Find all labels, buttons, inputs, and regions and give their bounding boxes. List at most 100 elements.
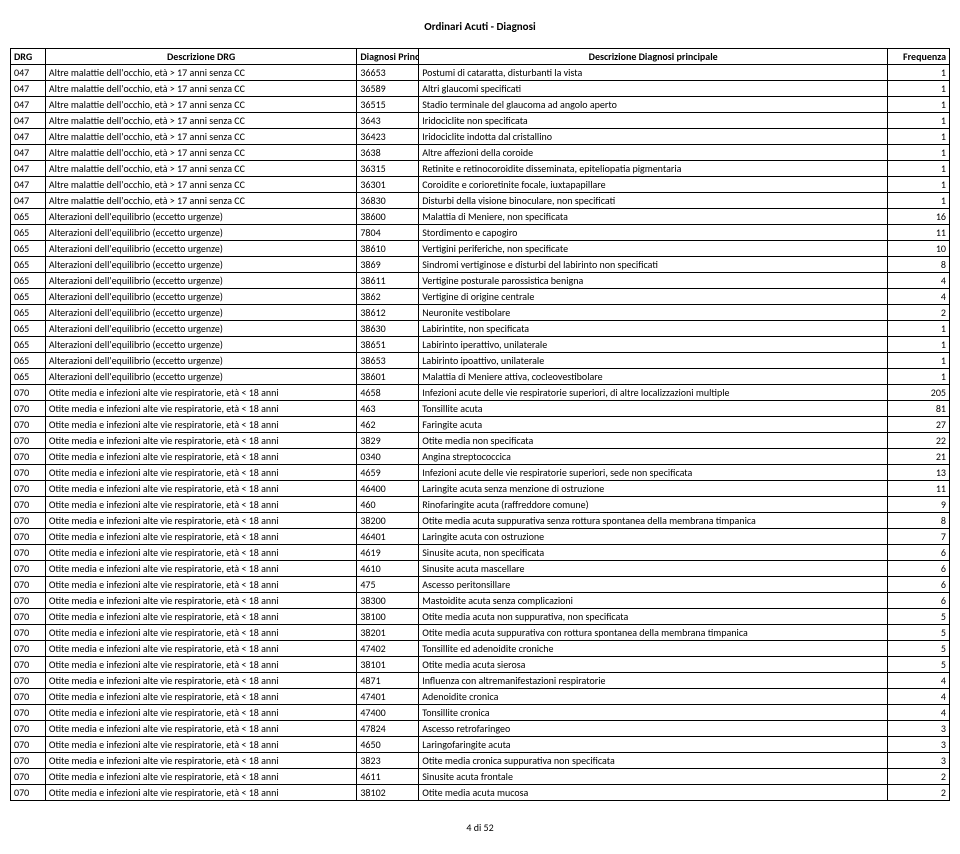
table-cell: Influenza con altremanifestazioni respir…	[419, 673, 888, 689]
table-cell: Otite media non specificata	[419, 433, 888, 449]
table-row: 070Otite media e infezioni alte vie resp…	[11, 481, 950, 497]
table-cell: Sindromi vertiginose e disturbi del labi…	[419, 257, 888, 273]
table-cell: 4	[888, 273, 950, 289]
table-cell: Altre malattie dell'occhio, età > 17 ann…	[45, 129, 357, 145]
table-cell: Otite media e infezioni alte vie respira…	[45, 449, 357, 465]
table-cell: Otite media e infezioni alte vie respira…	[45, 785, 357, 801]
table-cell: 36315	[357, 161, 419, 177]
table-cell: 070	[11, 385, 46, 401]
table-cell: 16	[888, 209, 950, 225]
table-cell: 1	[888, 145, 950, 161]
table-row: 070Otite media e infezioni alte vie resp…	[11, 401, 950, 417]
table-cell: 3	[888, 737, 950, 753]
table-cell: Otite media e infezioni alte vie respira…	[45, 657, 357, 673]
table-cell: Sinusite acuta frontale	[419, 769, 888, 785]
table-cell: 047	[11, 145, 46, 161]
table-cell: 11	[888, 481, 950, 497]
table-cell: 38100	[357, 609, 419, 625]
table-cell: 070	[11, 481, 46, 497]
table-cell: 38610	[357, 241, 419, 257]
header-desc-diag: Descrizione Diagnosi principale	[419, 49, 888, 65]
table-cell: 1	[888, 177, 950, 193]
table-cell: Ascesso peritonsillare	[419, 577, 888, 593]
table-row: 047Altre malattie dell'occhio, età > 17 …	[11, 65, 950, 81]
table-cell: 047	[11, 177, 46, 193]
table-cell: 3	[888, 753, 950, 769]
table-cell: 070	[11, 545, 46, 561]
table-cell: Tonsillite ed adenoidite croniche	[419, 641, 888, 657]
table-row: 070Otite media e infezioni alte vie resp…	[11, 465, 950, 481]
table-cell: Coroidite e corioretinite focale, iuxtap…	[419, 177, 888, 193]
table-cell: Alterazioni dell'equilibrio (eccetto urg…	[45, 353, 357, 369]
table-header: DRG Descrizione DRG Diagnosi Principale …	[11, 49, 950, 65]
table-cell: Otite media acuta suppurativa con rottur…	[419, 625, 888, 641]
table-row: 070Otite media e infezioni alte vie resp…	[11, 385, 950, 401]
table-cell: 070	[11, 753, 46, 769]
table-cell: Alterazioni dell'equilibrio (eccetto urg…	[45, 209, 357, 225]
table-cell: 1	[888, 353, 950, 369]
table-cell: 1	[888, 113, 950, 129]
table-cell: 065	[11, 321, 46, 337]
table-cell: 065	[11, 337, 46, 353]
table-cell: 38651	[357, 337, 419, 353]
table-cell: Otite media e infezioni alte vie respira…	[45, 497, 357, 513]
table-cell: 3	[888, 721, 950, 737]
table-cell: Otite media e infezioni alte vie respira…	[45, 545, 357, 561]
table-row: 065Alterazioni dell'equilibrio (eccetto …	[11, 209, 950, 225]
table-cell: 047	[11, 97, 46, 113]
table-cell: 1	[888, 161, 950, 177]
table-cell: Vertigini periferiche, non specificate	[419, 241, 888, 257]
table-cell: Otite media e infezioni alte vie respira…	[45, 529, 357, 545]
table-cell: 4611	[357, 769, 419, 785]
table-cell: Otite media cronica suppurativa non spec…	[419, 753, 888, 769]
header-diag: Diagnosi Principale	[357, 49, 419, 65]
table-cell: Sinusite acuta mascellare	[419, 561, 888, 577]
table-cell: 47401	[357, 689, 419, 705]
table-cell: Altre malattie dell'occhio, età > 17 ann…	[45, 161, 357, 177]
table-row: 047Altre malattie dell'occhio, età > 17 …	[11, 97, 950, 113]
table-cell: Otite media e infezioni alte vie respira…	[45, 673, 357, 689]
table-cell: 3869	[357, 257, 419, 273]
table-cell: Iridociclite indotta dal cristallino	[419, 129, 888, 145]
table-row: 070Otite media e infezioni alte vie resp…	[11, 561, 950, 577]
table-cell: Laringite acuta senza menzione di ostruz…	[419, 481, 888, 497]
table-cell: 9	[888, 497, 950, 513]
table-cell: Alterazioni dell'equilibrio (eccetto urg…	[45, 257, 357, 273]
table-cell: Otite media acuta sierosa	[419, 657, 888, 673]
table-cell: 070	[11, 513, 46, 529]
table-row: 070Otite media e infezioni alte vie resp…	[11, 673, 950, 689]
table-cell: 4658	[357, 385, 419, 401]
table-row: 070Otite media e infezioni alte vie resp…	[11, 545, 950, 561]
table-cell: 1	[888, 129, 950, 145]
table-cell: 047	[11, 193, 46, 209]
table-cell: 070	[11, 577, 46, 593]
table-row: 065Alterazioni dell'equilibrio (eccetto …	[11, 241, 950, 257]
table-cell: Alterazioni dell'equilibrio (eccetto urg…	[45, 289, 357, 305]
table-cell: 065	[11, 289, 46, 305]
table-cell: Laringite acuta con ostruzione	[419, 529, 888, 545]
table-cell: 070	[11, 641, 46, 657]
table-cell: 1	[888, 321, 950, 337]
table-cell: 38101	[357, 657, 419, 673]
table-cell: 070	[11, 737, 46, 753]
table-cell: 4	[888, 689, 950, 705]
table-cell: 38201	[357, 625, 419, 641]
table-cell: 38600	[357, 209, 419, 225]
table-cell: 36589	[357, 81, 419, 97]
table-cell: 4619	[357, 545, 419, 561]
table-row: 047Altre malattie dell'occhio, età > 17 …	[11, 177, 950, 193]
table-cell: Otite media e infezioni alte vie respira…	[45, 625, 357, 641]
table-cell: Disturbi della visione binoculare, non s…	[419, 193, 888, 209]
table-cell: Altre malattie dell'occhio, età > 17 ann…	[45, 65, 357, 81]
table-cell: 5	[888, 657, 950, 673]
table-row: 065Alterazioni dell'equilibrio (eccetto …	[11, 289, 950, 305]
table-cell: 460	[357, 497, 419, 513]
table-cell: 047	[11, 129, 46, 145]
table-cell: Labirinto ipoattivo, unilaterale	[419, 353, 888, 369]
table-cell: 6	[888, 545, 950, 561]
table-cell: Stadio terminale del glaucoma ad angolo …	[419, 97, 888, 113]
table-cell: Postumi di cataratta, disturbanti la vis…	[419, 65, 888, 81]
table-row: 070Otite media e infezioni alte vie resp…	[11, 433, 950, 449]
table-cell: Otite media e infezioni alte vie respira…	[45, 705, 357, 721]
table-cell: 4659	[357, 465, 419, 481]
